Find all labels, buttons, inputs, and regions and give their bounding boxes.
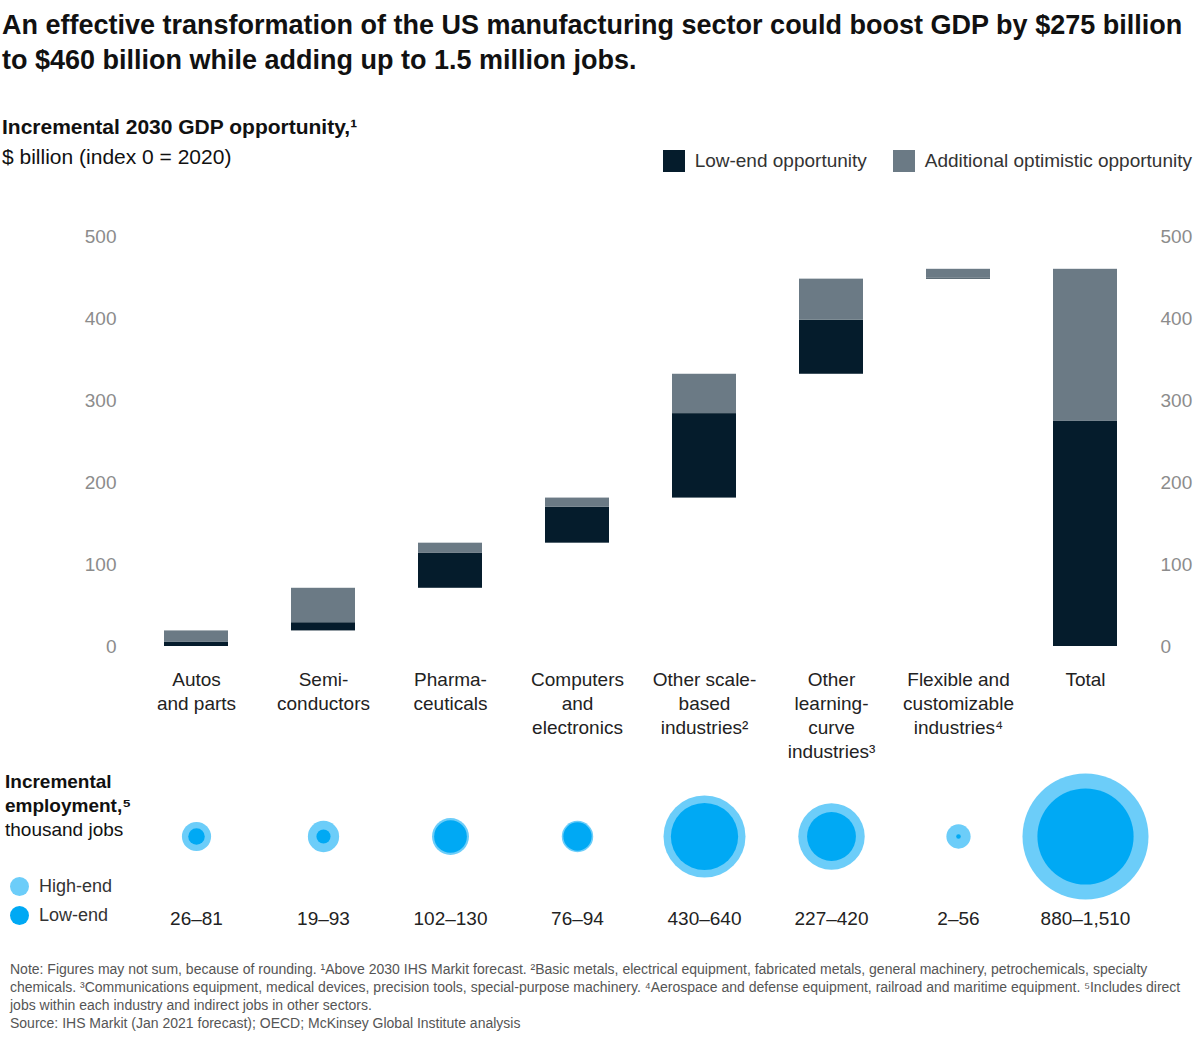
svg-text:200: 200 xyxy=(85,472,117,493)
svg-text:Pharma-ceuticals: Pharma-ceuticals xyxy=(414,669,488,714)
svg-text:Autosand parts: Autosand parts xyxy=(157,669,236,714)
svg-text:19–93: 19–93 xyxy=(297,908,350,929)
svg-text:300: 300 xyxy=(1161,390,1193,411)
html-text:thousand jobs: thousand jobs xyxy=(5,819,124,840)
svg-text:500: 500 xyxy=(1161,226,1193,247)
svg-text:200: 200 xyxy=(1161,472,1193,493)
svg-text:300: 300 xyxy=(85,390,117,411)
html-text:Additional optimistic opportun: Additional optimistic opportunity xyxy=(924,150,1192,171)
svg-text:0: 0 xyxy=(1161,636,1172,657)
html-text:Incremental employment,⁵: Incremental employment,⁵ xyxy=(5,771,132,816)
html-text:Low-end: Low-end xyxy=(39,905,108,925)
svg-text:880–1,510: 880–1,510 xyxy=(1041,908,1131,929)
svg-text:100: 100 xyxy=(85,554,117,575)
html-text:Incremental 2030 GDP opportuni: Incremental 2030 GDP opportunity,¹ xyxy=(2,115,358,138)
svg-text:Semi-conductors: Semi-conductors xyxy=(277,669,370,714)
html-text:An effective transformation of: An effective transformation of the US ma… xyxy=(2,10,1183,75)
svg-text:Flexible andcustomizableindust: Flexible andcustomizableindustries⁴ xyxy=(903,669,1014,738)
svg-text:430–640: 430–640 xyxy=(668,908,742,929)
svg-text:Computersandelectronics: Computersandelectronics xyxy=(531,669,624,738)
svg-text:2–56: 2–56 xyxy=(937,908,979,929)
svg-text:400: 400 xyxy=(85,308,117,329)
svg-text:102–130: 102–130 xyxy=(414,908,488,929)
svg-text:500: 500 xyxy=(85,226,117,247)
svg-text:Total: Total xyxy=(1065,669,1105,690)
html-text:Source: IHS Markit (Jan 2021 f: Source: IHS Markit (Jan 2021 forecast); … xyxy=(10,1015,521,1031)
svg-text:Other scale-basedindustries²: Other scale-basedindustries² xyxy=(653,669,756,738)
svg-text:Otherlearning-curveindustries³: Otherlearning-curveindustries³ xyxy=(788,669,876,762)
html-text:Low-end opportunity: Low-end opportunity xyxy=(694,150,867,171)
svg-text:227–420: 227–420 xyxy=(795,908,869,929)
svg-text:400: 400 xyxy=(1161,308,1193,329)
html-text:$ billion (index 0 = 2020): $ billion (index 0 = 2020) xyxy=(2,145,232,168)
html-text:Note: Figures may not sum, bec: Note: Figures may not sum, because of ro… xyxy=(10,961,1181,1013)
html-text:High-end: High-end xyxy=(39,876,112,896)
svg-text:26–81: 26–81 xyxy=(170,908,223,929)
svg-text:0: 0 xyxy=(106,636,117,657)
svg-text:76–94: 76–94 xyxy=(551,908,604,929)
svg-text:100: 100 xyxy=(1161,554,1193,575)
